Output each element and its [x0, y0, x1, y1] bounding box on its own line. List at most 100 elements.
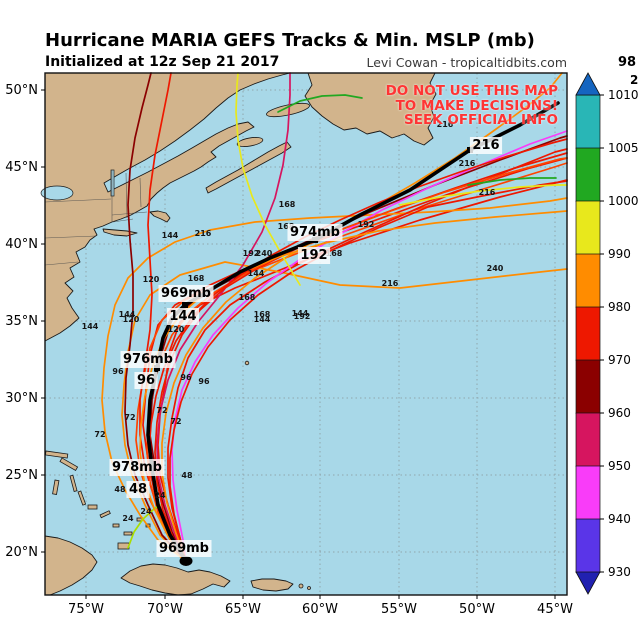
disclaimer-text: DO NOT USE THIS MAP TO MAKE DECISIONS! S…: [386, 84, 558, 128]
mslp-label-bg: [287, 224, 343, 241]
disclaimer-line-2: TO MAKE DECISIONS!: [395, 97, 558, 114]
hour-label: 120: [168, 325, 185, 334]
colorbar-tick-label: 930: [608, 565, 631, 579]
hour-label: 96: [198, 377, 210, 386]
gefs-member-track: [467, 177, 557, 186]
mslp-label-bg: [156, 540, 212, 557]
map-frame: [44, 72, 568, 596]
colorbar-tick-label: 990: [608, 247, 631, 261]
nova-scotia: [205, 141, 292, 194]
colorbar-band: [575, 306, 601, 361]
hour-label: 72: [156, 406, 167, 415]
colorbar-band: [575, 94, 601, 149]
clipped-edge-label-below: 2: [630, 73, 639, 87]
mslp-label-bg: [120, 351, 176, 368]
hour-label: 192: [294, 312, 311, 321]
lat-tick-label: 35°N: [5, 314, 38, 329]
mslp-label: 48: [129, 482, 147, 497]
map-border: [44, 72, 568, 596]
hour-label: 24: [122, 514, 134, 523]
lat-tick-label: 25°N: [5, 468, 38, 483]
credit-text: Levi Cowan - tropicaltidbits.com: [366, 55, 567, 70]
hour-label: 96: [112, 367, 124, 376]
hour-label: 168: [254, 310, 271, 319]
mslp-label-bg: [469, 137, 503, 154]
lake-ontario: [40, 185, 74, 201]
hour-label: 168: [279, 200, 296, 209]
colorbar-tick-label: 950: [608, 459, 631, 473]
hour-label: 144: [254, 315, 271, 324]
lon-tick-label: 50°W: [459, 602, 495, 617]
lake-champlain: [110, 169, 115, 197]
colorbar-tick-label: 940: [608, 512, 631, 526]
hour-label: 144: [82, 322, 99, 331]
hour-label: 96: [180, 373, 192, 382]
mslp-label: 969mb: [159, 541, 209, 556]
hispaniola: [120, 563, 231, 596]
hour-label: 72: [124, 413, 135, 422]
long-island: [102, 228, 138, 237]
lon-tick-label: 70°W: [147, 602, 183, 617]
mslp-label: 144: [169, 309, 196, 324]
lat-tick-label: 20°N: [5, 545, 38, 560]
prince-edward-island: [236, 137, 264, 147]
mslp-label: 192: [300, 248, 327, 263]
mslp-label-bg: [158, 285, 214, 302]
lon-tick-label: 55°W: [381, 602, 417, 617]
colorbar-band: [575, 359, 601, 414]
mslp-label-bg: [297, 247, 331, 264]
colorbar-tick-label: 980: [608, 300, 631, 314]
gefs-member-track: [399, 184, 568, 206]
hour-label: 216: [459, 159, 476, 168]
hour-label: 168: [239, 293, 256, 302]
colorbar-tick-label: 1005: [608, 141, 639, 155]
disclaimer-line-3: SEEK OFFICIAL INFO: [404, 112, 558, 128]
init-time-subtitle: Initialized at 12z Sep 21 2017: [45, 54, 280, 70]
gefs-member-track: [235, 72, 301, 286]
hour-label: 144: [162, 231, 179, 240]
hour-label: 240: [256, 249, 273, 258]
mslp-label: 974mb: [290, 225, 340, 240]
pressure-colorbar: 1010 1005 1000 990 980 970 960 950 940 930: [575, 72, 639, 595]
newfoundland: [304, 72, 437, 146]
colorbar-tick-label: 1010: [608, 88, 639, 102]
hour-label: 120: [123, 315, 140, 324]
colorbar-band: [575, 518, 601, 573]
gefs-member-track: [101, 197, 568, 562]
hour-label: 120: [143, 275, 160, 284]
colorbar-tick-label: 1000: [608, 194, 639, 208]
mslp-label: 978mb: [112, 460, 162, 475]
virgin-islands: [298, 583, 304, 589]
hour-label: 168: [326, 249, 343, 258]
lat-tick-label: 45°N: [5, 160, 38, 175]
lat-tick-label: 50°N: [5, 83, 38, 98]
hour-label: 192: [243, 249, 260, 258]
mslp-label-bg: [109, 459, 165, 476]
mslp-label: 969mb: [161, 286, 211, 301]
hour-label: 144: [292, 309, 309, 318]
hour-label: 144: [119, 310, 136, 319]
mslp-label: 96: [137, 373, 155, 388]
axis-labels: 75°W 70°W 65°W 60°W 55°W 50°W 45°W 50°N 45°N 40°N…: [5, 83, 573, 617]
landmass-layer: [40, 72, 437, 596]
hour-label: 192: [358, 220, 375, 229]
north-america-coastline: [44, 72, 291, 342]
mslp-label-bg: [134, 372, 158, 389]
colorbar-tick-label: 960: [608, 406, 631, 420]
storm-current-position: [179, 556, 193, 566]
lat-tick-label: 40°N: [5, 237, 38, 252]
hour-label: 48: [114, 485, 126, 494]
hour-label: 168: [188, 274, 205, 283]
mslp-label: 216: [472, 138, 499, 153]
colorbar-arrow-down: [575, 571, 601, 595]
gefs-member-track: [277, 94, 363, 113]
gefs-member-track: [121, 261, 568, 562]
hour-label: 144: [248, 269, 265, 278]
lon-tick-label: 75°W: [68, 602, 104, 617]
colorbar-tick-label: 970: [608, 353, 631, 367]
hour-label: 168: [278, 222, 295, 231]
